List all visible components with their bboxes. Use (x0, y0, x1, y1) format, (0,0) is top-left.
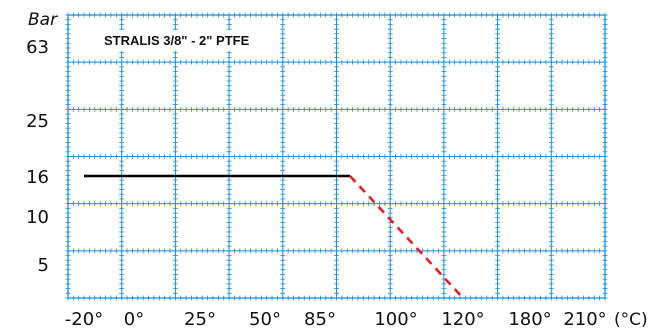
grid (65, 12, 608, 301)
y-axis-unit: Bar (28, 10, 58, 30)
y-tick-label: 25 (26, 111, 49, 132)
x-tick-label: 85° (304, 309, 336, 330)
x-tick-label: 100° (374, 309, 417, 330)
y-tick-label: 10 (26, 207, 49, 228)
x-tick-label: 120° (441, 309, 484, 330)
y-tick-label: 63 (26, 37, 49, 58)
x-tick-label: 180° (508, 309, 551, 330)
x-tick-label: -20° (65, 309, 103, 330)
chart-title-box (86, 30, 262, 51)
tick-labels: -20° 0° 25° 50° 85° 100° 120° 180° 210° 63 25 16 10 5 (26, 37, 607, 330)
chart-title: STRALIS 3/8" - 2" PTFE (104, 33, 250, 48)
y-tick-label: 16 (26, 167, 49, 188)
series-layer (84, 174, 464, 299)
x-axis-unit: (°C) (614, 310, 648, 330)
y-tick-label: 5 (38, 255, 49, 276)
x-tick-label: 210° (563, 309, 606, 330)
x-tick-label: 25° (184, 309, 216, 330)
x-tick-label: 0° (124, 309, 144, 330)
x-tick-label: 50° (249, 309, 281, 330)
